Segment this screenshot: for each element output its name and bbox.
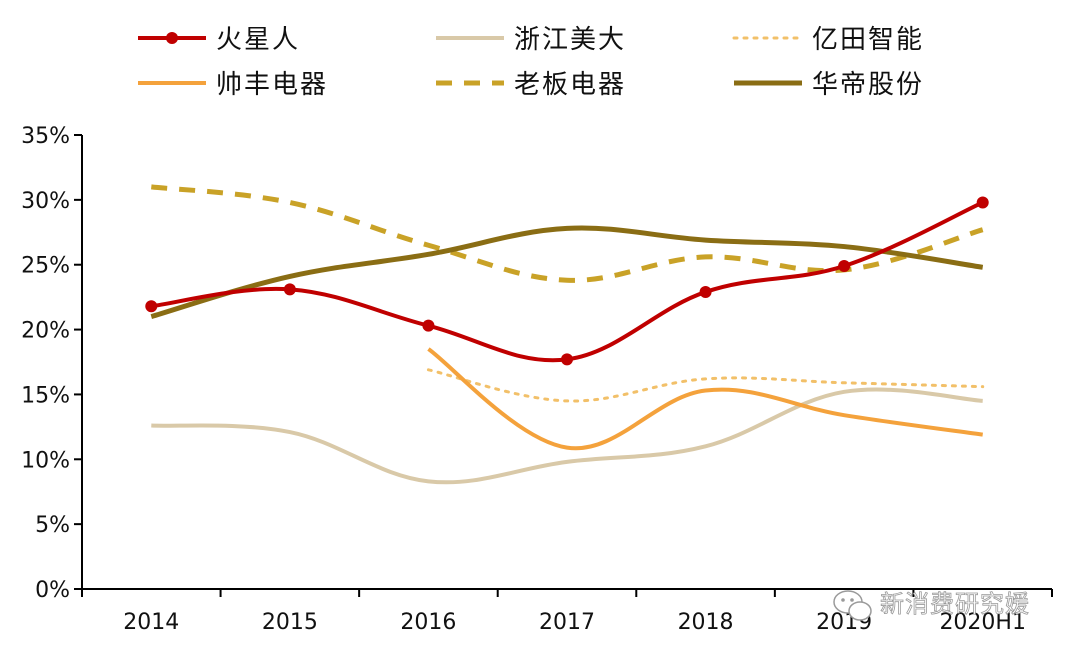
y-tick-label: 30% — [21, 189, 70, 214]
series-1-point — [422, 319, 435, 332]
y-tick-label: 20% — [21, 319, 70, 344]
x-tick-label: 2016 — [400, 610, 456, 635]
series-1-point — [976, 196, 989, 209]
watermark: 新消费研究媛 — [833, 590, 1030, 621]
legend-item: 浙江美大 — [436, 25, 626, 55]
legend-item: 帅丰电器 — [138, 70, 328, 100]
watermark-text: 新消费研究媛 — [880, 590, 1030, 618]
wechat-icon — [833, 590, 872, 621]
series-1-group — [145, 196, 989, 366]
legend-item: 华帝股份 — [734, 70, 924, 100]
legend-label: 浙江美大 — [514, 25, 626, 55]
y-tick-label: 35% — [21, 124, 70, 149]
legend-item: 老板电器 — [436, 70, 626, 100]
y-tick-label: 25% — [21, 254, 70, 279]
legend-marker — [166, 32, 178, 44]
series-1-point — [283, 283, 296, 296]
x-tick-label: 2020H1 — [939, 610, 1026, 635]
axes — [81, 135, 1052, 590]
y-tick-label: 5% — [35, 513, 70, 538]
legend-label: 老板电器 — [514, 70, 626, 100]
series-4-line — [427, 347, 983, 451]
y-tick-label: 10% — [21, 448, 70, 473]
y-axis-ticks: 0% 5% 10% 15% 20% 25% 30% 35% — [21, 124, 82, 603]
series-5-line — [151, 184, 984, 283]
y-tick-label: 0% — [35, 578, 70, 603]
x-tick-label: 2014 — [123, 610, 179, 635]
series-6-line — [150, 225, 984, 320]
legend-label: 亿田智能 — [812, 25, 924, 55]
legend-label: 帅丰电器 — [216, 70, 328, 100]
legend-label: 火星人 — [216, 25, 300, 55]
legend-label: 华帝股份 — [812, 70, 924, 100]
series-3-line — [426, 368, 985, 403]
series-1-point — [561, 353, 573, 366]
series-1-point — [145, 300, 158, 313]
series-6-group — [150, 225, 984, 320]
x-tick-label: 2017 — [539, 610, 595, 635]
series-2-line — [151, 387, 983, 485]
x-tick-label: 2015 — [262, 610, 318, 635]
series-2-group — [151, 387, 983, 485]
y-tick-label: 15% — [21, 383, 70, 408]
x-tick-label: 2018 — [678, 610, 734, 635]
series-layer — [145, 184, 989, 485]
series-1-point — [699, 285, 712, 298]
series-5-group — [151, 184, 984, 283]
series-1-point — [838, 260, 851, 273]
legend-item: 火星人 — [138, 25, 300, 55]
legend-item: 亿田智能 — [732, 25, 924, 55]
series-4-group — [427, 347, 983, 451]
series-3-group — [426, 368, 985, 403]
